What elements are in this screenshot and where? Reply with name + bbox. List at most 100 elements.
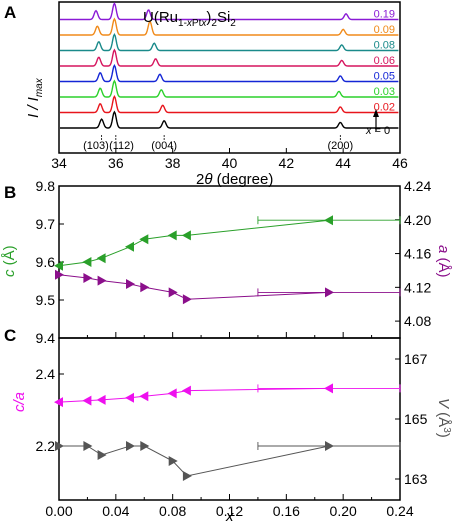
x-tick-label-c-4: 0.16 bbox=[273, 503, 300, 519]
peak-label-3: (200) bbox=[327, 140, 353, 152]
point-a-3 bbox=[126, 279, 135, 289]
point-a-2 bbox=[97, 275, 107, 286]
peak-labels: (103) (112) (004) (200) bbox=[83, 134, 353, 152]
x-axis-ticks-a: 34 36 38 40 42 44 46 bbox=[51, 148, 408, 171]
xrd-series-labels: 0.02 0.03 0.05 0.06 0.08 0.09 0.19 bbox=[374, 9, 395, 114]
point-V-4 bbox=[140, 441, 150, 451]
x-tick-label-c-0: 0.00 bbox=[45, 503, 72, 519]
series-label-1: 0.02 bbox=[374, 102, 395, 114]
right-tick-label-b-2: 4.16 bbox=[404, 246, 431, 262]
y-axis-right-label-b: a (Å) bbox=[435, 245, 452, 278]
xrd-trace-1 bbox=[60, 95, 399, 114]
x-axis-label-c: x bbox=[225, 508, 234, 525]
point-a-5 bbox=[168, 287, 178, 298]
point-V-3 bbox=[126, 441, 135, 451]
y-axis-label-a: I / Imax bbox=[25, 77, 45, 118]
xrd-trace-4 bbox=[60, 48, 399, 67]
point-V-0 bbox=[55, 441, 64, 451]
point-c/a-2 bbox=[96, 394, 106, 405]
point-c-7 bbox=[324, 215, 333, 226]
point-c/a-6 bbox=[181, 385, 191, 396]
x-tick-label-a-1: 36 bbox=[108, 155, 124, 171]
panel-b: B 9.4 9.5 9.6 9.7 9.8 4.08 4.12 4.16 4.20 4.24 c … bbox=[1, 178, 452, 346]
point-c-3 bbox=[125, 241, 134, 252]
series-label-6: 0.09 bbox=[374, 24, 395, 36]
series-label-7: 0.19 bbox=[374, 9, 395, 21]
y-axis-left-label-c: c/a bbox=[11, 392, 28, 412]
y-axis-right-label-c: V (Å3) bbox=[435, 398, 452, 438]
point-c/a-3 bbox=[125, 392, 134, 403]
x-tick-label-a-0: 34 bbox=[51, 155, 67, 171]
xrd-trace-6 bbox=[60, 17, 399, 36]
point-c/a-1 bbox=[82, 395, 92, 406]
x-tick-label-c-2: 0.08 bbox=[159, 503, 186, 519]
series-label-3: 0.05 bbox=[374, 71, 395, 83]
point-V-6 bbox=[182, 471, 192, 481]
left-tick-label-c-0: 2.2 bbox=[36, 438, 56, 454]
left-tick-label-b-3: 9.7 bbox=[36, 216, 56, 232]
x-tick-label-a-3: 40 bbox=[222, 155, 238, 171]
point-V-7 bbox=[325, 441, 334, 451]
point-a-7 bbox=[325, 287, 334, 298]
point-c/a-4 bbox=[139, 391, 149, 402]
panel-a: A 0.02 0.03 0.05 0.06 0.08 0.09 0.19 (103) (112… bbox=[4, 1, 408, 188]
peak-label-0: (103) bbox=[83, 140, 109, 152]
left-tick-label-b-1: 9.5 bbox=[36, 292, 56, 308]
x-tick-label-c-6: 0.24 bbox=[386, 503, 413, 519]
right-tick-label-c-2: 167 bbox=[404, 351, 428, 367]
point-c-6 bbox=[181, 230, 191, 241]
right-tick-label-c-1: 165 bbox=[404, 411, 428, 427]
peak-label-1: (112) bbox=[109, 140, 134, 152]
series-line-V bbox=[59, 445, 330, 477]
point-V-2 bbox=[97, 450, 107, 460]
point-a-0 bbox=[55, 269, 64, 280]
point-c/a-5 bbox=[167, 388, 177, 399]
right-tick-label-b-4: 4.24 bbox=[404, 178, 431, 194]
series-label-2: 0.03 bbox=[374, 86, 395, 98]
point-c-4 bbox=[139, 234, 149, 245]
chart-title-a: U(Ru1-xPtx)2Si2 bbox=[143, 9, 236, 29]
right-tick-label-b-0: 4.08 bbox=[404, 313, 431, 329]
peak-label-2: (004) bbox=[151, 140, 177, 152]
xrd-trace-3 bbox=[60, 64, 399, 83]
x-tick-label-a-2: 38 bbox=[165, 155, 181, 171]
xrd-trace-2 bbox=[60, 79, 399, 98]
x-tick-label-a-5: 44 bbox=[335, 155, 351, 171]
panel-c: C 0.00 0.04 0.08 0.12 0.16 0.20 0.24 2.2 2.4 163 1… bbox=[4, 326, 452, 525]
xrd-traces bbox=[60, 2, 399, 129]
point-a-1 bbox=[83, 273, 93, 283]
xrd-trace-0 bbox=[60, 110, 399, 129]
series-label-5: 0.08 bbox=[374, 40, 395, 52]
panel-letter-c: C bbox=[4, 326, 16, 345]
point-c/a-7 bbox=[324, 383, 333, 394]
point-c-5 bbox=[167, 230, 177, 241]
plot-b: 9.4 9.5 9.6 9.7 9.8 4.08 4.12 4.16 4.20 4.24 bbox=[36, 178, 432, 346]
right-tick-label-b-1: 4.12 bbox=[404, 279, 431, 295]
x-increase-arrowhead bbox=[373, 109, 379, 117]
x-axis-label-a: 2θ (degree) bbox=[196, 171, 273, 188]
left-tick-label-b-0: 9.4 bbox=[36, 330, 56, 346]
panel-letter-b: B bbox=[4, 183, 16, 202]
plot-c: 0.00 0.04 0.08 0.12 0.16 0.20 0.24 2.2 2.4 163 165… bbox=[36, 351, 428, 519]
point-V-5 bbox=[168, 456, 178, 466]
left-tick-label-b-2: 9.6 bbox=[36, 254, 56, 270]
x-tick-label-a-4: 42 bbox=[279, 155, 295, 171]
point-c-0 bbox=[54, 260, 63, 271]
x-zero-annotation: x = 0 bbox=[365, 125, 390, 137]
right-tick-label-b-3: 4.20 bbox=[404, 212, 431, 228]
right-tick-label-c-0: 163 bbox=[404, 471, 428, 487]
left-tick-label-b-4: 9.8 bbox=[36, 178, 56, 194]
left-tick-label-c-1: 2.4 bbox=[36, 366, 56, 382]
panel-b-frame bbox=[58, 185, 401, 339]
x-tick-label-a-6: 46 bbox=[392, 155, 408, 171]
point-V-1 bbox=[83, 441, 93, 451]
panel-letter-a: A bbox=[4, 3, 16, 22]
series-label-4: 0.06 bbox=[374, 55, 395, 67]
point-a-6 bbox=[182, 294, 192, 305]
x-tick-label-c-5: 0.20 bbox=[330, 503, 357, 519]
point-c-1 bbox=[82, 257, 92, 267]
x-tick-label-c-1: 0.04 bbox=[102, 503, 129, 519]
point-a-4 bbox=[140, 282, 150, 293]
point-c-2 bbox=[96, 253, 106, 264]
